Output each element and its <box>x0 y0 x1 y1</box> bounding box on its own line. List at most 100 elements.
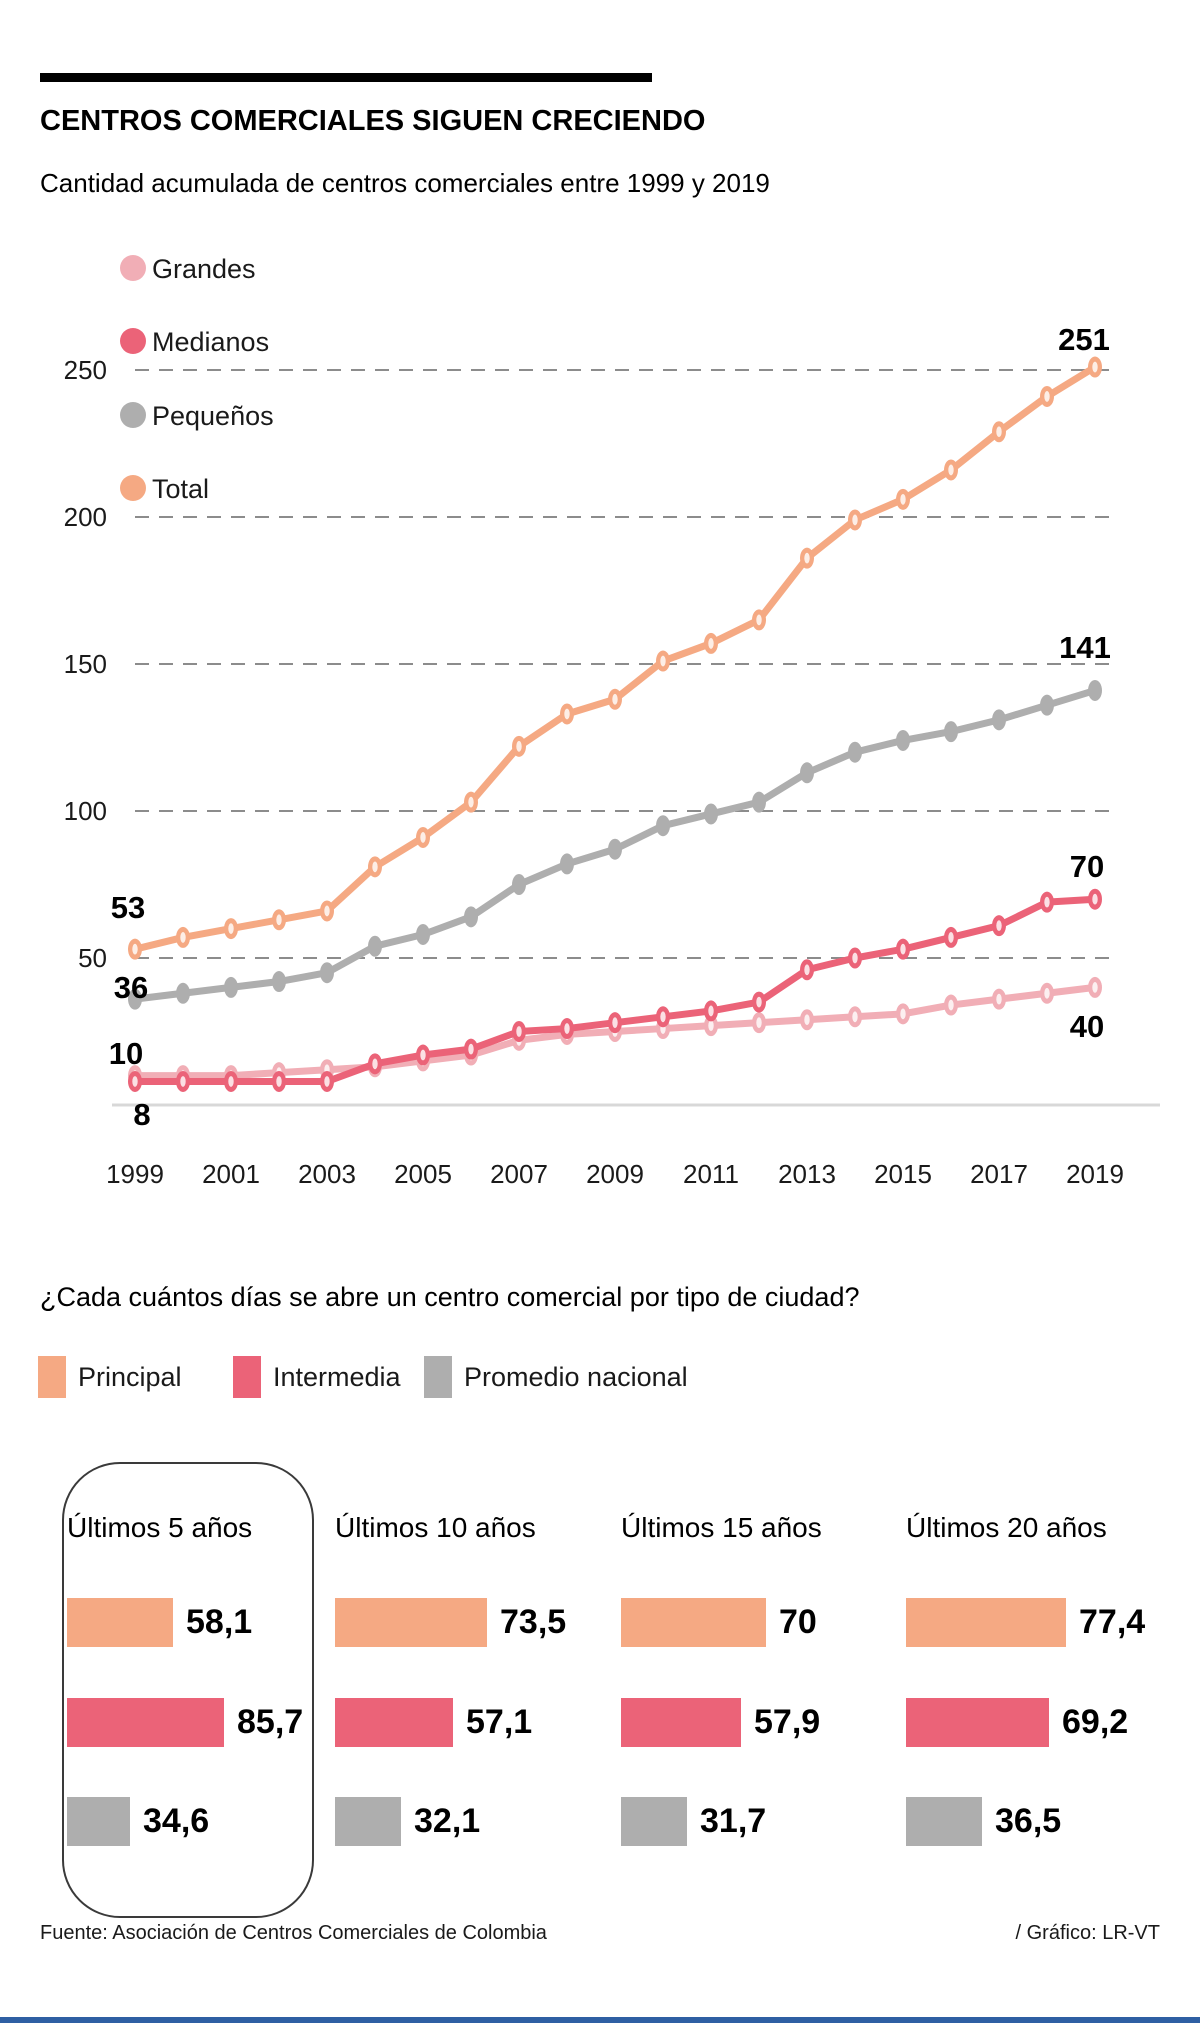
x-axis-label-2011: 2011 <box>683 1159 739 1189</box>
data-point-hole-grandes <box>180 1070 186 1081</box>
data-point-hole-grandes <box>1044 987 1050 999</box>
bar-value-principal-group-2: 73,5 <box>500 1603 567 1641</box>
data-point-pequenos <box>320 962 334 984</box>
data-point-hole-medianos <box>852 952 858 964</box>
data-point-total <box>848 509 862 531</box>
data-point-hole-medianos <box>900 943 906 955</box>
bar-group-title-3: Últimos 15 años <box>621 1512 822 1543</box>
data-point-total <box>752 609 766 631</box>
data-point-hole-total <box>132 943 138 955</box>
x-axis-label-2007: 2007 <box>490 1159 548 1189</box>
bar-intermedia-group-3 <box>621 1698 741 1747</box>
y-axis-label-150: 150 <box>64 649 107 679</box>
data-point-hole-medianos <box>1092 893 1098 905</box>
data-point-medianos <box>704 1000 718 1022</box>
bar-value-principal-group-3: 70 <box>779 1603 817 1641</box>
data-point-hole-total <box>468 796 474 808</box>
data-point-pequenos <box>272 971 286 993</box>
data-point-hole-total <box>516 740 522 752</box>
bar-value-intermedia-group-3: 57,9 <box>754 1703 821 1741</box>
data-point-total <box>176 926 190 948</box>
data-point-hole-grandes <box>132 1070 138 1081</box>
bar-value-promedio-nacional-group-4: 36,5 <box>995 1802 1062 1840</box>
data-point-hole-grandes <box>564 1029 570 1040</box>
bar-legend-label-principal: Principal <box>78 1361 182 1392</box>
bar-group-title-4: Últimos 20 años <box>906 1512 1107 1543</box>
source-text: Fuente: Asociación de Centros Comerciale… <box>40 1922 547 1944</box>
bottom-accent-strip <box>0 2017 1200 2023</box>
data-point-hole-medianos <box>564 1023 570 1034</box>
data-point-hole-total <box>1092 361 1098 373</box>
data-point-hole-grandes <box>324 1064 330 1076</box>
data-point-hole-medianos <box>324 1076 330 1087</box>
chart-line-total <box>131 363 1099 953</box>
data-point-pequenos <box>416 923 430 945</box>
data-point-medianos <box>800 959 814 981</box>
data-point-hole-medianos <box>228 1076 234 1087</box>
bar-legend-label-promedio-nacional: Promedio nacional <box>464 1361 688 1392</box>
data-point-hole-grandes <box>660 1023 666 1034</box>
data-point-medianos <box>560 1018 574 1040</box>
data-point-hole-total <box>660 655 666 667</box>
bar-value-intermedia-group-4: 69,2 <box>1062 1703 1129 1741</box>
x-axis-label-1999: 1999 <box>106 1159 164 1189</box>
bar-value-principal-group-4: 77,4 <box>1079 1603 1146 1641</box>
data-point-pequenos <box>1040 694 1054 716</box>
data-point-hole-total <box>852 514 858 526</box>
data-point-hole-total <box>804 552 810 564</box>
bar-group-title-2: Últimos 10 años <box>335 1512 536 1543</box>
data-point-total <box>320 900 334 922</box>
data-point-hole-total <box>612 693 618 705</box>
data-point-hole-grandes <box>468 1049 474 1061</box>
annotation-end-medianos: 70 <box>1070 849 1104 884</box>
x-axis-label-2009: 2009 <box>586 1159 644 1189</box>
data-point-hole-grandes <box>228 1070 234 1081</box>
data-point-grandes <box>896 1003 910 1025</box>
legend-dot-grandes <box>120 255 146 281</box>
data-point-hole-grandes <box>1092 982 1098 993</box>
legend-dot-medianos <box>120 328 146 354</box>
highlight-ultimos-5-border <box>62 1462 314 1918</box>
data-point-medianos <box>992 915 1006 937</box>
data-point-pequenos <box>944 721 958 743</box>
data-point-total <box>608 688 622 710</box>
data-point-hole-total <box>372 861 378 873</box>
x-axis-label-2019: 2019 <box>1066 1159 1124 1189</box>
bar-value-promedio-nacional-group-1: 34,6 <box>143 1802 210 1840</box>
data-point-total <box>1088 356 1102 378</box>
chart-line-pequenos <box>131 686 1099 1003</box>
data-point-total <box>272 909 286 931</box>
data-point-hole-medianos <box>804 964 810 976</box>
data-point-hole-medianos <box>516 1026 522 1037</box>
data-point-grandes <box>464 1044 478 1066</box>
data-point-grandes <box>992 988 1006 1010</box>
y-axis-label-250: 250 <box>64 355 107 385</box>
x-axis-label-2017: 2017 <box>970 1159 1028 1189</box>
bar-intermedia-group-4 <box>906 1698 1049 1747</box>
data-point-hole-medianos <box>996 920 1002 932</box>
data-point-grandes <box>512 1029 526 1051</box>
data-point-grandes <box>608 1021 622 1042</box>
data-point-total <box>464 791 478 813</box>
x-axis-label-2003: 2003 <box>298 1159 356 1189</box>
bar-principal-group-1 <box>67 1598 173 1647</box>
data-point-hole-grandes <box>756 1017 762 1029</box>
data-point-hole-grandes <box>852 1011 858 1023</box>
annotation-end-grandes: 40 <box>1070 1009 1104 1044</box>
data-point-hole-total <box>564 708 570 720</box>
chart-line-medianos <box>131 895 1099 1085</box>
legend-dot-total <box>120 475 146 501</box>
data-point-pequenos <box>800 762 814 784</box>
data-point-pequenos <box>608 838 622 860</box>
data-point-medianos <box>224 1070 238 1092</box>
x-axis-label-2005: 2005 <box>394 1159 452 1189</box>
data-point-hole-medianos <box>756 996 762 1008</box>
data-point-medianos <box>512 1021 526 1042</box>
bar-legend-item-promedio-nacional: Promedio nacional <box>424 1356 688 1398</box>
data-point-grandes <box>416 1050 430 1072</box>
data-point-hole-grandes <box>516 1034 522 1046</box>
bar-legend-item-principal: Principal <box>38 1356 182 1398</box>
bar-legend-swatch-principal <box>38 1356 66 1398</box>
data-point-pequenos <box>704 803 718 825</box>
